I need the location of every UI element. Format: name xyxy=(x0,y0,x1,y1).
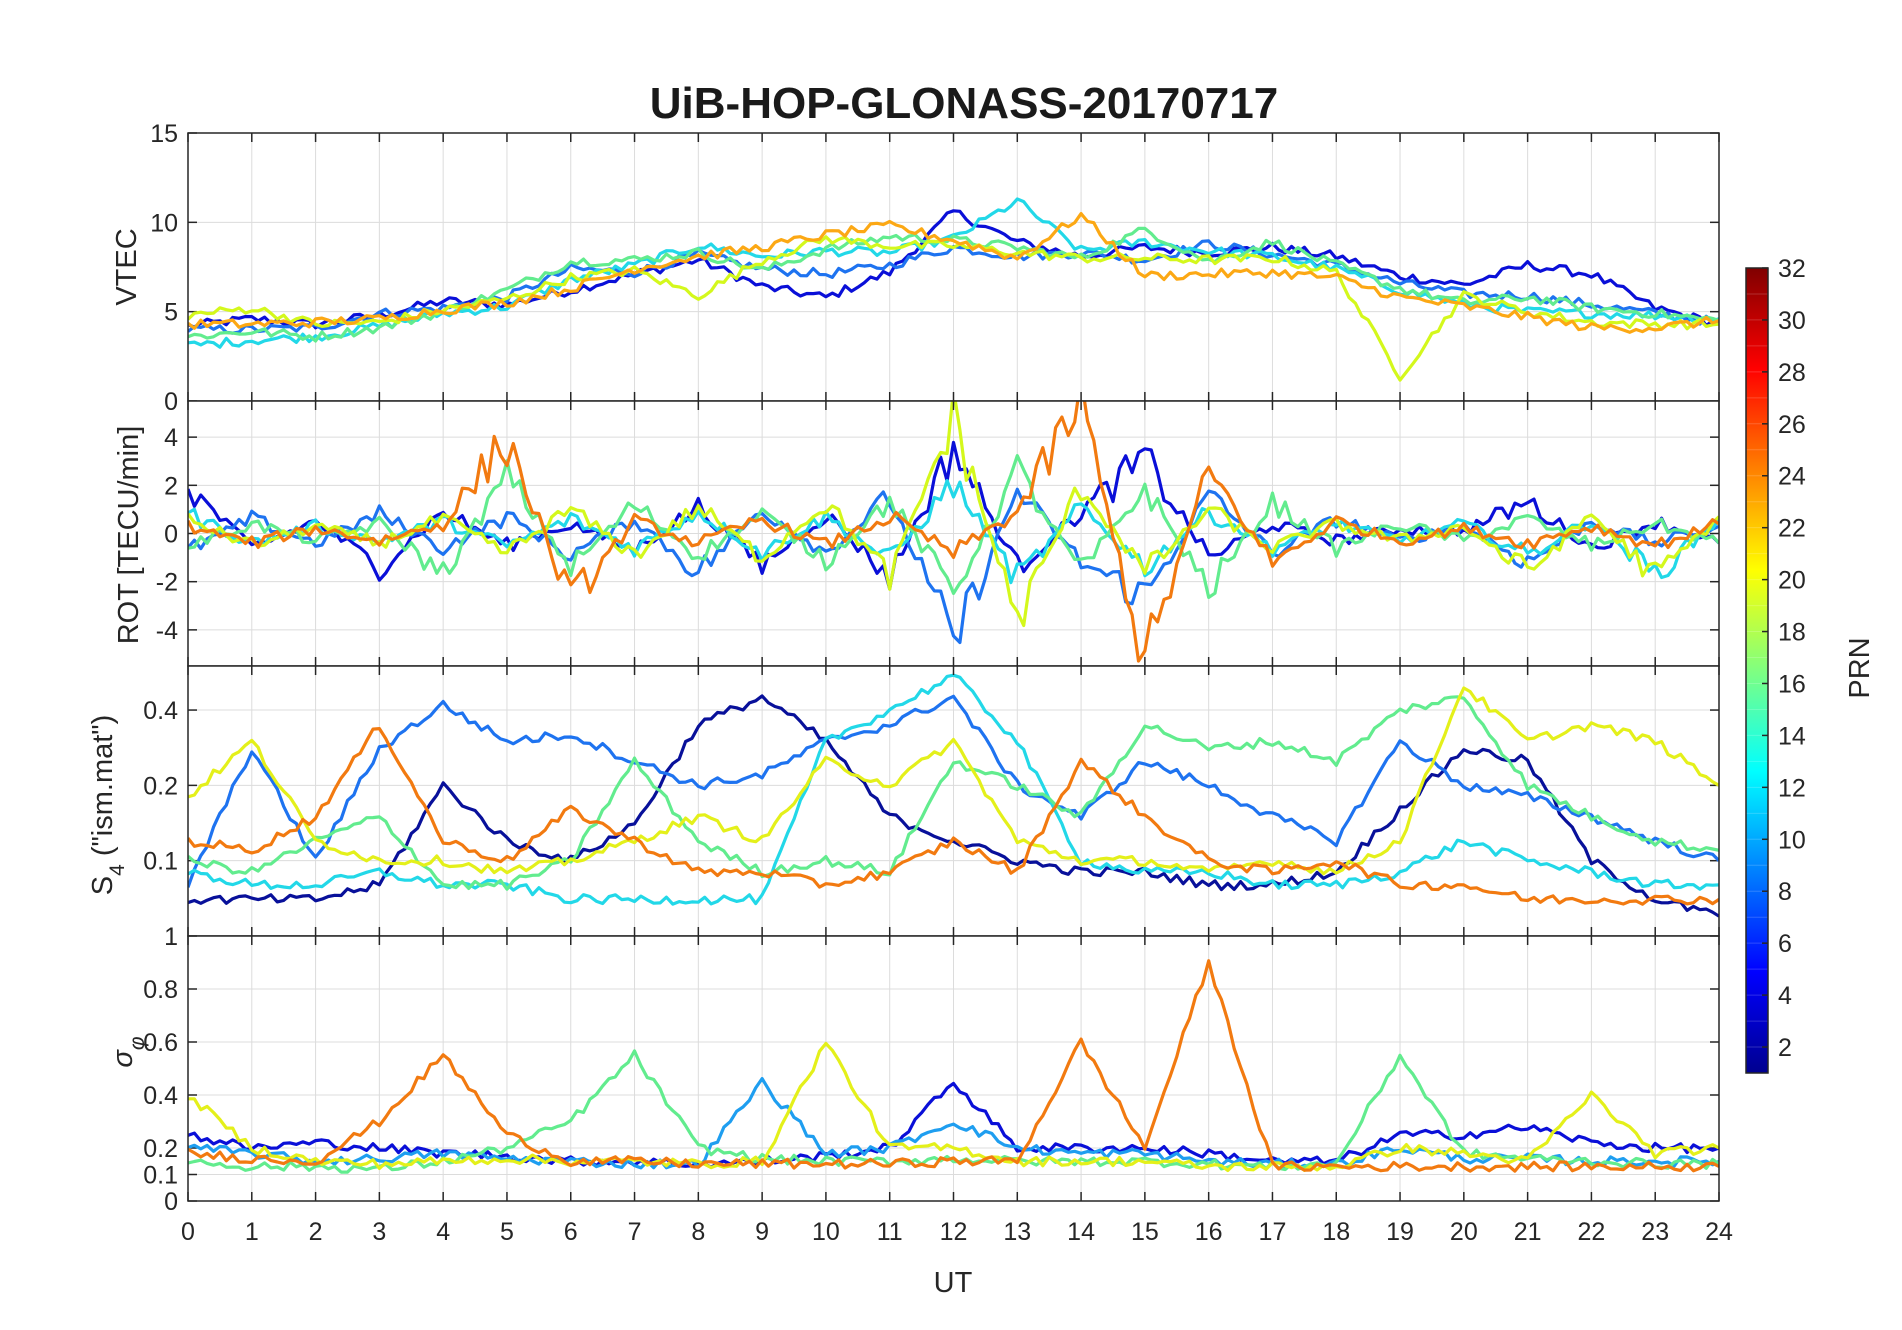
vtec-panel: 0 5 10 15 xyxy=(150,120,1720,416)
s4-series-group xyxy=(188,673,1719,918)
x-tick-label: 13 xyxy=(1003,1218,1031,1246)
s4-series-line-2 xyxy=(188,694,1719,888)
s4-series-line-5 xyxy=(188,686,1719,876)
colorbar-gradient xyxy=(1746,268,1768,1073)
x-tick-label: 11 xyxy=(877,1218,903,1246)
vtec-ylabel: VTEC xyxy=(111,228,143,305)
colorbar-tick-label: 32 xyxy=(1778,255,1806,283)
x-tick-label: 21 xyxy=(1514,1218,1542,1246)
s4-series-line-6 xyxy=(188,726,1719,906)
x-tick-label: 0 xyxy=(181,1218,195,1246)
colorbar-tick-label: 12 xyxy=(1778,774,1806,802)
s4-series-line-4 xyxy=(188,695,1719,891)
x-tick-label: 2 xyxy=(309,1218,323,1246)
x-tick-label: 23 xyxy=(1641,1218,1669,1246)
colorbar-tick-label: 28 xyxy=(1778,359,1806,387)
colorbar-tick-label: 18 xyxy=(1778,619,1806,647)
colorbar-tick-label: 10 xyxy=(1778,826,1806,854)
vtec-series-line-5 xyxy=(188,235,1719,382)
x-tick-label: 10 xyxy=(812,1218,840,1246)
x-tick-label: 17 xyxy=(1259,1218,1287,1246)
rot-series-line-4 xyxy=(188,454,1719,600)
x-tick-label: 7 xyxy=(628,1218,642,1246)
vtec-y-tick-label: 0 xyxy=(164,388,178,416)
x-tick-label: 4 xyxy=(436,1218,450,1246)
x-tick-label: 16 xyxy=(1195,1218,1223,1246)
x-tick-label: 8 xyxy=(691,1218,705,1246)
sigma-phi-series-group xyxy=(188,959,1719,1174)
colorbar-tick-label: 20 xyxy=(1778,567,1806,595)
rot-series-line-6 xyxy=(188,401,1719,663)
rot-y-tick-label: -2 xyxy=(156,569,178,597)
colorbar-tick-label: 2 xyxy=(1778,1034,1792,1062)
colorbar-tick-label: 8 xyxy=(1778,878,1792,906)
rot-panel: -4 -2 0 2 4 xyxy=(156,400,1720,667)
sigma-phi-series-line-5 xyxy=(188,959,1719,1173)
sigma-phi-ylabel: σφ xyxy=(107,1036,149,1068)
colorbar-frame xyxy=(1745,267,1769,1074)
rot-y-tick-label: 0 xyxy=(164,521,178,549)
rot-ylabel: ROT [TECU/min] xyxy=(113,426,145,645)
x-tick-label: 3 xyxy=(372,1218,386,1246)
vtec-y-tick-label: 15 xyxy=(150,120,178,148)
sigma-phi-y-tick-label: 0.4 xyxy=(143,1082,178,1110)
colorbar-tick-label: 30 xyxy=(1778,307,1806,335)
colorbar-tick-label: 24 xyxy=(1778,463,1806,491)
x-tick-label: 14 xyxy=(1067,1218,1095,1246)
sigma-phi-y-tick-label: 0.2 xyxy=(143,1135,178,1163)
colorbar-tick-label: 14 xyxy=(1778,722,1806,750)
s4-panel: 0.1 0.2 0.4 xyxy=(143,665,1720,937)
x-tick-label: 24 xyxy=(1705,1218,1733,1246)
x-axis-label: UT xyxy=(934,1267,973,1299)
vtec-series-line-6 xyxy=(188,212,1719,334)
x-tick-label: 15 xyxy=(1131,1218,1159,1246)
sigma-phi-panel: 00.10.20.40.60.810 1 2 3 4 5 6 7 8 9 10 11 12 13 14 15 1… xyxy=(143,923,1733,1246)
x-tick-label: 1 xyxy=(245,1218,259,1246)
sigma-phi-y-tick-label: 0.6 xyxy=(143,1029,178,1057)
x-tick-label: 19 xyxy=(1386,1218,1414,1246)
sigma-phi-y-tick-label: 1 xyxy=(164,923,178,951)
colorbar-tick-label: 22 xyxy=(1778,515,1806,543)
x-tick-label: 6 xyxy=(564,1218,578,1246)
colorbar-tick-label: 6 xyxy=(1778,930,1792,958)
sigma-phi-axes-frame xyxy=(187,935,1720,1202)
x-tick-label: 12 xyxy=(940,1218,968,1246)
sigma-phi-series-line-4 xyxy=(188,1041,1719,1173)
sigma-phi-series-line-1 xyxy=(188,1081,1719,1169)
s4-series-line-1 xyxy=(188,694,1719,918)
colorbar-tick-label: 26 xyxy=(1778,411,1806,439)
rot-series-line-5 xyxy=(188,401,1719,628)
s4-y-tick-label: 0.4 xyxy=(143,697,178,725)
rot-y-tick-label: 4 xyxy=(164,424,178,452)
rot-series-group xyxy=(188,401,1719,663)
rot-y-tick-label: -4 xyxy=(156,617,178,645)
sigma-phi-y-tick-label: 0 xyxy=(164,1188,178,1216)
vtec-series-line-1 xyxy=(188,209,1719,330)
s4-y-tick-label: 0.2 xyxy=(143,772,178,800)
x-tick-label: 22 xyxy=(1578,1218,1606,1246)
chart-title: UiB-HOP-GLONASS-20170717 xyxy=(650,79,1278,128)
colorbar-label: PRN xyxy=(1844,637,1876,698)
x-tick-label: 9 xyxy=(755,1218,769,1246)
colorbar-tick-label: 16 xyxy=(1778,670,1806,698)
vtec-y-tick-label: 5 xyxy=(164,299,178,327)
x-tick-label: 18 xyxy=(1322,1218,1350,1246)
s4-ylabel: S4 ("ism.mat") xyxy=(87,715,129,896)
colorbar-tick-label: 4 xyxy=(1778,982,1792,1010)
vtec-y-tick-label: 10 xyxy=(150,209,178,237)
x-tick-label: 20 xyxy=(1450,1218,1478,1246)
sigma-phi-y-tick-label: 0.8 xyxy=(143,976,178,1004)
vtec-series-group xyxy=(188,197,1719,382)
rot-y-tick-label: 2 xyxy=(164,472,178,500)
sigma-phi-y-tick-label: 0.1 xyxy=(143,1162,178,1190)
s4-y-tick-label: 0.1 xyxy=(143,848,178,876)
x-tick-label: 5 xyxy=(500,1218,514,1246)
